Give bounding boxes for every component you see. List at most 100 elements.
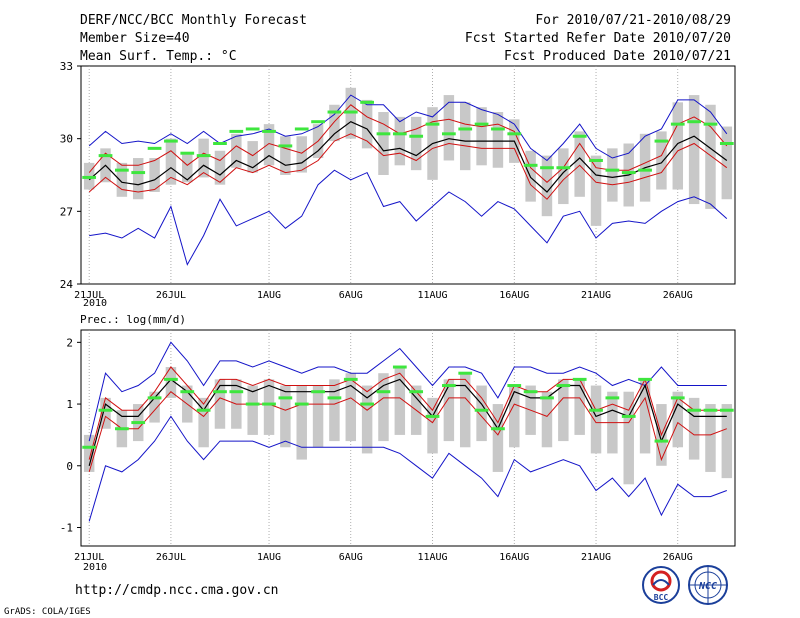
y-tick-label: 24 [60, 278, 74, 291]
spread-box [656, 131, 667, 190]
x-tick-label: 11AUG [417, 552, 447, 563]
spread-box [296, 136, 307, 173]
spread-box [476, 385, 487, 442]
spread-box [182, 153, 193, 183]
spread-box [149, 158, 160, 192]
refer-date: Fcst Started Refer Date 2010/07/20 [465, 31, 731, 46]
spread-box [705, 104, 716, 209]
spread-box [721, 126, 733, 200]
spread-box [280, 385, 291, 448]
spread-box [83, 434, 95, 472]
spread-box [296, 385, 307, 460]
x-tick-label: 21JUL [74, 552, 104, 563]
spread-box [361, 99, 373, 149]
y-tick-label: 2 [66, 336, 73, 349]
spread-box [345, 373, 357, 442]
x-tick-label: 21AUG [581, 290, 611, 301]
x-tick-label: 16AUG [499, 552, 529, 563]
spread-box [165, 367, 177, 398]
series-line-upper [88, 366, 727, 460]
spread-box [329, 379, 340, 442]
plot-frame [80, 329, 736, 547]
y-tick-label: 1 [66, 398, 73, 411]
x-tick-label: 26AUG [663, 552, 693, 563]
spread-box [574, 131, 585, 197]
x-tick-label: 11AUG [417, 290, 447, 301]
spread-box [492, 112, 504, 168]
series-line-mean [88, 378, 727, 466]
spread-box [280, 136, 291, 175]
y-tick-label: 33 [60, 60, 73, 73]
x-tick-label: 6AUG [339, 290, 363, 301]
spread-box [247, 385, 258, 435]
spread-box [688, 95, 700, 205]
x-tick-label: 26JUL [156, 290, 186, 301]
plot-frame [80, 65, 736, 285]
y-tick-label: 0 [66, 460, 73, 473]
bcc-logo-text: BCC [654, 593, 669, 602]
ncc-logo: NCC [688, 565, 728, 605]
spread-box [623, 391, 634, 485]
member-size: Member Size=40 [80, 31, 190, 46]
x-tick-label: 26JUL [156, 552, 186, 563]
spread-box [607, 148, 618, 202]
spread-box [132, 158, 144, 200]
spread-box [394, 367, 406, 435]
spread-box [672, 391, 684, 448]
spread-box [492, 404, 504, 472]
spread-box [541, 391, 553, 448]
grads-credit: GrADS: COLA/IGES [4, 607, 91, 617]
spread-box [705, 404, 716, 472]
spread-box [214, 150, 226, 185]
spread-box [116, 162, 128, 197]
spread-box [263, 124, 275, 166]
spread-box [427, 397, 438, 454]
series-line-upper [88, 104, 728, 183]
series-line-max [88, 341, 727, 442]
series-line-lower [88, 133, 728, 200]
series-line-mean [88, 121, 728, 193]
spread-box [165, 138, 177, 185]
spread-box [459, 102, 471, 171]
x-tick-label: 1AUG [257, 552, 281, 563]
spread-box [574, 379, 585, 435]
spread-box [672, 102, 684, 190]
y-tick-label: 27 [60, 205, 73, 218]
bcc-logo: BCC [642, 566, 680, 604]
spread-box [558, 379, 569, 442]
spread-box [590, 385, 602, 454]
spread-box [361, 385, 373, 454]
source-url[interactable]: http://cmdp.ncc.cma.gov.cn [75, 583, 279, 598]
spread-box [509, 385, 520, 448]
temp-panel-title: Mean Surf. Temp.: °C [80, 49, 237, 64]
spread-box [459, 373, 471, 448]
spread-box [198, 397, 209, 448]
series-line-min [89, 169, 728, 266]
spread-box [639, 379, 651, 454]
spread-box [231, 133, 242, 168]
x-tick-label: 1AUG [257, 290, 281, 301]
spread-box [378, 112, 389, 175]
y-tick-label: -1 [60, 521, 73, 534]
series-line-min [88, 415, 727, 522]
spread-box [378, 373, 389, 442]
spread-box [541, 155, 553, 217]
x-tick-label: 6AUG [339, 552, 363, 563]
spread-box [198, 138, 209, 178]
spread-box [688, 397, 700, 460]
spread-box [214, 379, 226, 429]
spread-box [394, 116, 406, 166]
spread-box [410, 116, 422, 171]
x-tick-label: 26AUG [663, 290, 693, 301]
x-tick-label: 21AUG [581, 552, 611, 563]
x-tick-label: 21JUL [74, 290, 104, 301]
precipitation-panel: 21JUL 26JUL 1AUG 6AUG 11AUG 16AUG 21AUG 26AUG -1… [60, 329, 736, 563]
spread-box [443, 95, 455, 161]
spread-box [443, 379, 455, 442]
y-tick-label: 30 [60, 133, 73, 146]
temperature-panel: 21JUL 26JUL 1AUG 6AUG 11AUG 16AUG 21AUG 26AUG 24… [60, 60, 736, 301]
spread-box [312, 385, 324, 448]
ncc-logo-text: NCC [698, 581, 717, 592]
precip-year-label: 2010 [83, 562, 107, 573]
